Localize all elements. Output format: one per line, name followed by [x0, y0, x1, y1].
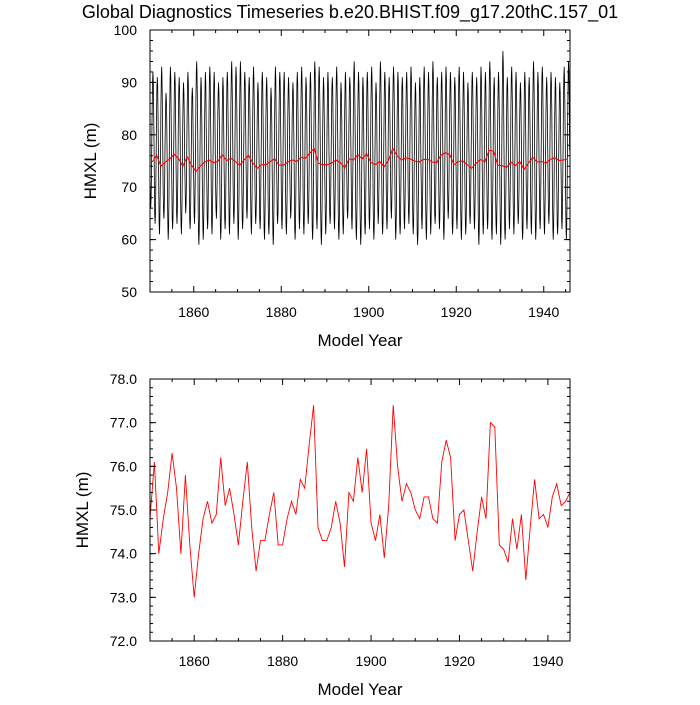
top-y-axis-label: HMXL (m) — [81, 123, 100, 200]
bottom-y-tick-label: 78.0 — [110, 371, 137, 387]
top-monthly-series-line — [149, 50, 570, 245]
top-y-tick-label: 80 — [121, 127, 137, 143]
bottom-y-tick-label: 74.0 — [110, 546, 137, 562]
bottom-plot-panel: 1860 1880 1900 1920 1940 72.0 73.0 74.0 75.0 76.0… — [73, 371, 571, 699]
bottom-y-axis-label: HMXL (m) — [73, 472, 92, 549]
top-x-tick-label: 1920 — [441, 304, 472, 320]
top-x-tick-label: 1880 — [266, 304, 297, 320]
bottom-y-tick-label: 72.0 — [110, 633, 137, 649]
top-annual-mean-line — [151, 147, 568, 173]
top-x-axis-label: Model Year — [317, 331, 402, 350]
bottom-x-axis-label: Model Year — [317, 680, 402, 699]
bottom-x-tick-label: 1920 — [444, 653, 475, 669]
top-y-tick-label: 90 — [121, 74, 137, 90]
top-y-tick-label: 100 — [114, 22, 138, 38]
bottom-annual-mean-line — [149, 405, 571, 598]
bottom-x-tick-label: 1860 — [179, 653, 210, 669]
bottom-x-tick-label: 1900 — [355, 653, 386, 669]
bottom-y-tick-label: 77.0 — [110, 415, 137, 431]
top-x-tick-label: 1940 — [528, 304, 559, 320]
bottom-x-tick-label: 1940 — [532, 653, 563, 669]
bottom-x-tick-label: 1880 — [267, 653, 298, 669]
top-x-tick-label: 1860 — [178, 304, 209, 320]
top-y-tick-label: 50 — [121, 284, 137, 300]
bottom-y-tick-label: 76.0 — [110, 458, 137, 474]
bottom-y-tick-label: 73.0 — [110, 589, 137, 605]
bottom-plot-frame — [149, 378, 571, 642]
top-y-tick-label: 60 — [121, 232, 137, 248]
top-x-tick-label: 1900 — [353, 304, 384, 320]
top-y-tick-label: 70 — [121, 179, 137, 195]
top-plot-frame — [149, 29, 571, 293]
bottom-y-tick-label: 75.0 — [110, 502, 137, 518]
top-plot-panel: 1860 1880 1900 1920 1940 50 60 70 80 90 100 Model … — [81, 22, 571, 350]
chart-title: Global Diagnostics Timeseries b.e20.BHIS… — [82, 2, 618, 23]
